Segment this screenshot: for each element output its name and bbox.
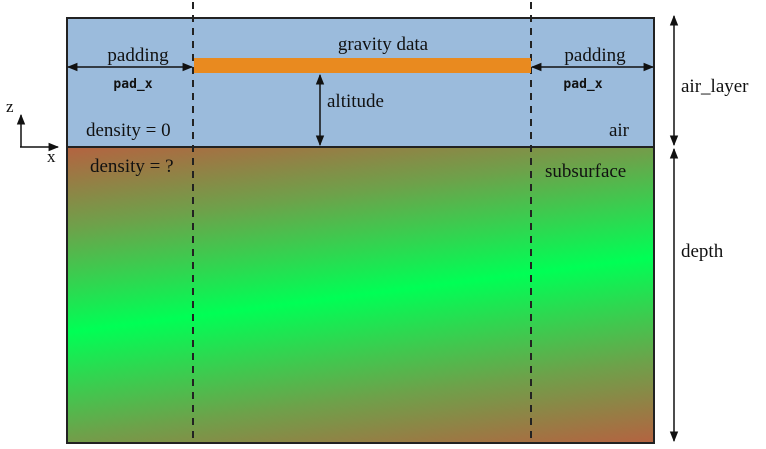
coordinate-axes: z x: [6, 97, 60, 166]
subsurface-region: [66, 146, 655, 444]
pad-x-left-label: pad_x: [113, 77, 152, 92]
padding-right-label: padding: [564, 45, 626, 66]
air-layer-region: [66, 17, 655, 148]
air-label: air: [609, 120, 630, 141]
density-air-label: density = 0: [86, 120, 171, 141]
depth-label: depth: [681, 241, 724, 262]
gravity-data-label: gravity data: [338, 34, 429, 55]
altitude-label: altitude: [327, 91, 384, 112]
density-subsurface-label: density = ?: [90, 156, 174, 177]
padding-left-label: padding: [107, 45, 169, 66]
air-layer-label: air_layer: [681, 76, 749, 97]
subsurface-label: subsurface: [545, 161, 626, 182]
z-axis-label: z: [6, 97, 14, 116]
pad-x-right-label: pad_x: [563, 77, 602, 92]
gravity-data-bar: [194, 58, 531, 73]
x-axis-label: x: [47, 147, 56, 166]
